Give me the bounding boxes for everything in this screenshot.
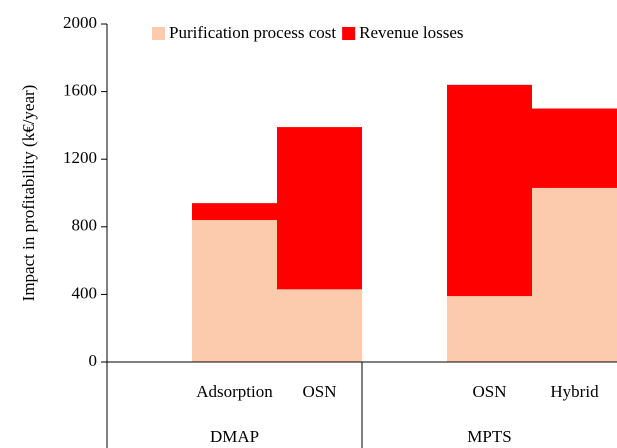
y-tick-label: 2000 [63, 13, 97, 32]
legend-label: Purification process cost [169, 23, 336, 42]
legend-swatch [342, 27, 356, 40]
x-tick-label: Hybrid [550, 382, 599, 401]
y-tick-label: 800 [72, 216, 98, 235]
y-tick-label: 1200 [63, 148, 97, 167]
bar-segment [532, 108, 617, 188]
y-tick-label: 1600 [63, 81, 97, 100]
bar-segment [192, 203, 277, 221]
x-tick-label: OSN [472, 382, 506, 401]
legend-label: Revenue losses [359, 23, 463, 42]
y-axis-label: Impact in profitability (k€/year) [19, 85, 38, 302]
bar-segment [277, 127, 362, 290]
x-tick-label: Adsorption [196, 382, 273, 401]
bar-segment [192, 220, 277, 362]
bar-segment [277, 289, 362, 362]
y-tick-label: 0 [89, 351, 98, 370]
legend-swatch [152, 27, 165, 40]
bar-segment [447, 84, 532, 297]
y-tick-label: 400 [72, 283, 98, 302]
bar-segment [532, 187, 617, 362]
bar-segment [447, 296, 532, 362]
x-tick-label: OSN [302, 382, 336, 401]
group-label: DMAP [210, 427, 259, 446]
group-label: MPTS [467, 427, 511, 446]
